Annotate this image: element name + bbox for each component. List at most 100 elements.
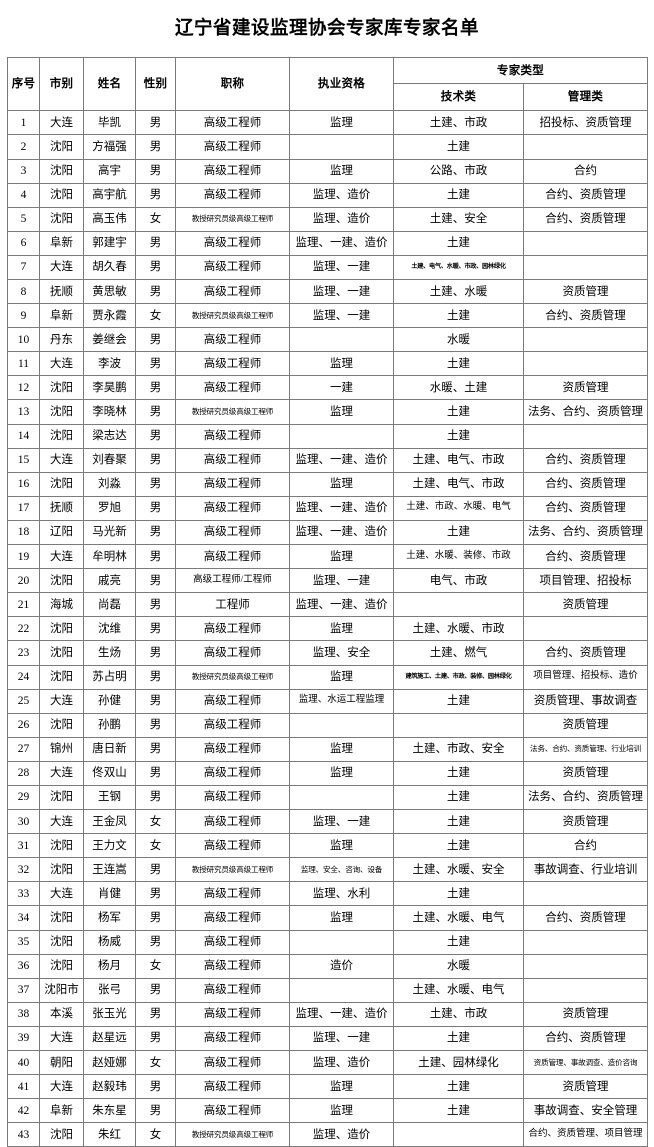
- cell-city: 沈阳: [39, 1122, 84, 1147]
- cell-management: 合约、资质管理: [522, 495, 649, 521]
- cell-management: 法务、合约、资质管理: [522, 519, 649, 546]
- cell-management: 合约、资质管理: [522, 471, 649, 497]
- cell-city: 抚顺: [39, 495, 84, 521]
- cell-technical: 土建: [393, 230, 524, 256]
- cell-sex: 男: [135, 544, 176, 570]
- cell-name: 梁志达: [83, 423, 136, 449]
- cell-title: 教授研究员级高级工程师: [175, 1122, 290, 1147]
- cell-name: 马光新: [83, 519, 136, 546]
- cell-name: 李昊鹏: [83, 375, 136, 401]
- table-row: 33 大连 肖健男高级工程师 监理、水利 土建: [7, 881, 649, 907]
- cell-technical: 水暖: [393, 953, 524, 979]
- table-row: 6 阜新 郭建宇男高级工程师 监理、一建、造价 土建: [7, 230, 649, 256]
- cell-title: 高级工程师: [175, 519, 290, 546]
- table-row: 3 沈阳 高宇男高级工程师 监理 公路、市政 合约: [7, 158, 649, 184]
- column-header-management: 管理类: [522, 83, 649, 112]
- cell-management: 资质管理: [522, 712, 649, 738]
- table-row: 23 沈阳 生炀男高级工程师 监理、安全 土建、燃气 合约、资质管理: [7, 640, 649, 666]
- table-body: 1 大连 毕凯男高级工程师 监理 土建、市政 招投标、资质管理 2 沈阳 方福强男高级工程师 土建…: [7, 110, 649, 1147]
- cell-sex: 男: [135, 760, 176, 786]
- cell-name: 朱东星: [83, 1098, 136, 1124]
- cell-sex: 男: [135, 471, 176, 497]
- cell-index: 38: [7, 1001, 40, 1027]
- cell-name: 王力文: [83, 833, 136, 859]
- cell-title: 教授研究员级高级工程师: [175, 399, 290, 425]
- cell-technical: [393, 592, 524, 618]
- cell-title: 工程师: [175, 592, 290, 618]
- cell-management: [522, 881, 649, 907]
- table-row: 1 大连 毕凯男高级工程师 监理 土建、市政 招投标、资质管理: [7, 110, 649, 136]
- cell-sex: 男: [135, 254, 176, 281]
- cell-title: 高级工程师: [175, 640, 290, 666]
- cell-qualification: 监理、一建、造价: [289, 592, 394, 618]
- table-header: 序号 市别 姓名 性别 职称 执业资格 专家类型 技术类 管理类: [7, 57, 649, 112]
- cell-city: 沈阳: [39, 182, 84, 208]
- cell-city: 沈阳: [39, 206, 84, 232]
- cell-name: 生炀: [83, 640, 136, 666]
- cell-technical: 土建: [393, 784, 524, 811]
- table-row: 20 沈阳 戚亮男高级工程师/工程师 监理、一建 电气、市政 项目管理、招投标: [7, 568, 649, 594]
- cell-title: 教授研究员级高级工程师: [175, 664, 290, 690]
- cell-name: 赵星远: [83, 1025, 136, 1052]
- cell-title: 高级工程师: [175, 905, 290, 931]
- table-row: 4 沈阳 高宇航男高级工程师 监理、造价 土建 合约、资质管理: [7, 182, 649, 208]
- cell-city: 大连: [39, 1074, 84, 1100]
- cell-qualification: 一建: [289, 375, 394, 401]
- cell-name: 郭建宇: [83, 230, 136, 256]
- cell-city: 大连: [39, 760, 84, 786]
- cell-name: 赵娅娜: [83, 1049, 136, 1076]
- cell-management: 合约、资质管理: [522, 905, 649, 931]
- cell-title: 高级工程师: [175, 833, 290, 859]
- cell-management: [522, 423, 649, 449]
- table-row: 25 大连 孙健男高级工程师 监理、水运工程监理 土建 资质管理、事故调查: [7, 688, 649, 714]
- cell-title: 高级工程师: [175, 1025, 290, 1052]
- cell-qualification: 监理: [289, 760, 394, 786]
- cell-management: 资质管理: [522, 375, 649, 401]
- cell-title: 高级工程师: [175, 1074, 290, 1100]
- cell-name: 杨军: [83, 905, 136, 931]
- cell-qualification: 监理、一建: [289, 278, 394, 305]
- cell-city: 丹东: [39, 327, 84, 353]
- cell-qualification: 监理: [289, 544, 394, 570]
- cell-qualification: 监理: [289, 833, 394, 859]
- cell-index: 18: [7, 519, 40, 546]
- cell-management: 合约、资质管理: [522, 206, 649, 232]
- cell-name: 戚亮: [83, 568, 136, 594]
- cell-city: 海城: [39, 592, 84, 618]
- cell-title: 高级工程师: [175, 953, 290, 979]
- cell-technical: 土建: [393, 1098, 524, 1124]
- cell-sex: 男: [135, 447, 176, 473]
- cell-index: 43: [7, 1122, 40, 1147]
- cell-technical: 土建: [393, 182, 524, 208]
- cell-name: 刘淼: [83, 471, 136, 497]
- cell-sex: 男: [135, 592, 176, 618]
- cell-name: 罗旭: [83, 495, 136, 521]
- cell-name: 沈维: [83, 616, 136, 642]
- table-row: 28 大连 佟双山男高级工程师 监理 土建 资质管理: [7, 760, 649, 786]
- cell-name: 王钢: [83, 784, 136, 811]
- cell-name: 王连嵩: [83, 857, 136, 883]
- cell-qualification: 监理: [289, 1098, 394, 1124]
- cell-city: 抚顺: [39, 278, 84, 305]
- cell-management: [522, 230, 649, 256]
- cell-sex: 男: [135, 568, 176, 594]
- cell-title: 高级工程师: [175, 929, 290, 955]
- cell-qualification: 监理: [289, 616, 394, 642]
- cell-sex: 男: [135, 616, 176, 642]
- column-header-index: 序号: [7, 57, 40, 112]
- cell-management: [522, 977, 649, 1003]
- cell-city: 沈阳: [39, 471, 84, 497]
- cell-title: 高级工程师: [175, 278, 290, 305]
- cell-qualification: 监理、一建、造价: [289, 495, 394, 521]
- cell-qualification: 监理、一建: [289, 809, 394, 835]
- cell-qualification: [289, 784, 394, 811]
- cell-sex: 男: [135, 327, 176, 353]
- cell-management: 资质管理: [522, 809, 649, 835]
- cell-sex: 女: [135, 1049, 176, 1076]
- cell-technical: 土建、水暖、电气: [393, 977, 524, 1003]
- cell-title: 高级工程师: [175, 134, 290, 160]
- cell-title: 高级工程师: [175, 544, 290, 570]
- cell-city: 本溪: [39, 1001, 84, 1027]
- cell-sex: 男: [135, 736, 176, 762]
- cell-technical: 土建: [393, 809, 524, 835]
